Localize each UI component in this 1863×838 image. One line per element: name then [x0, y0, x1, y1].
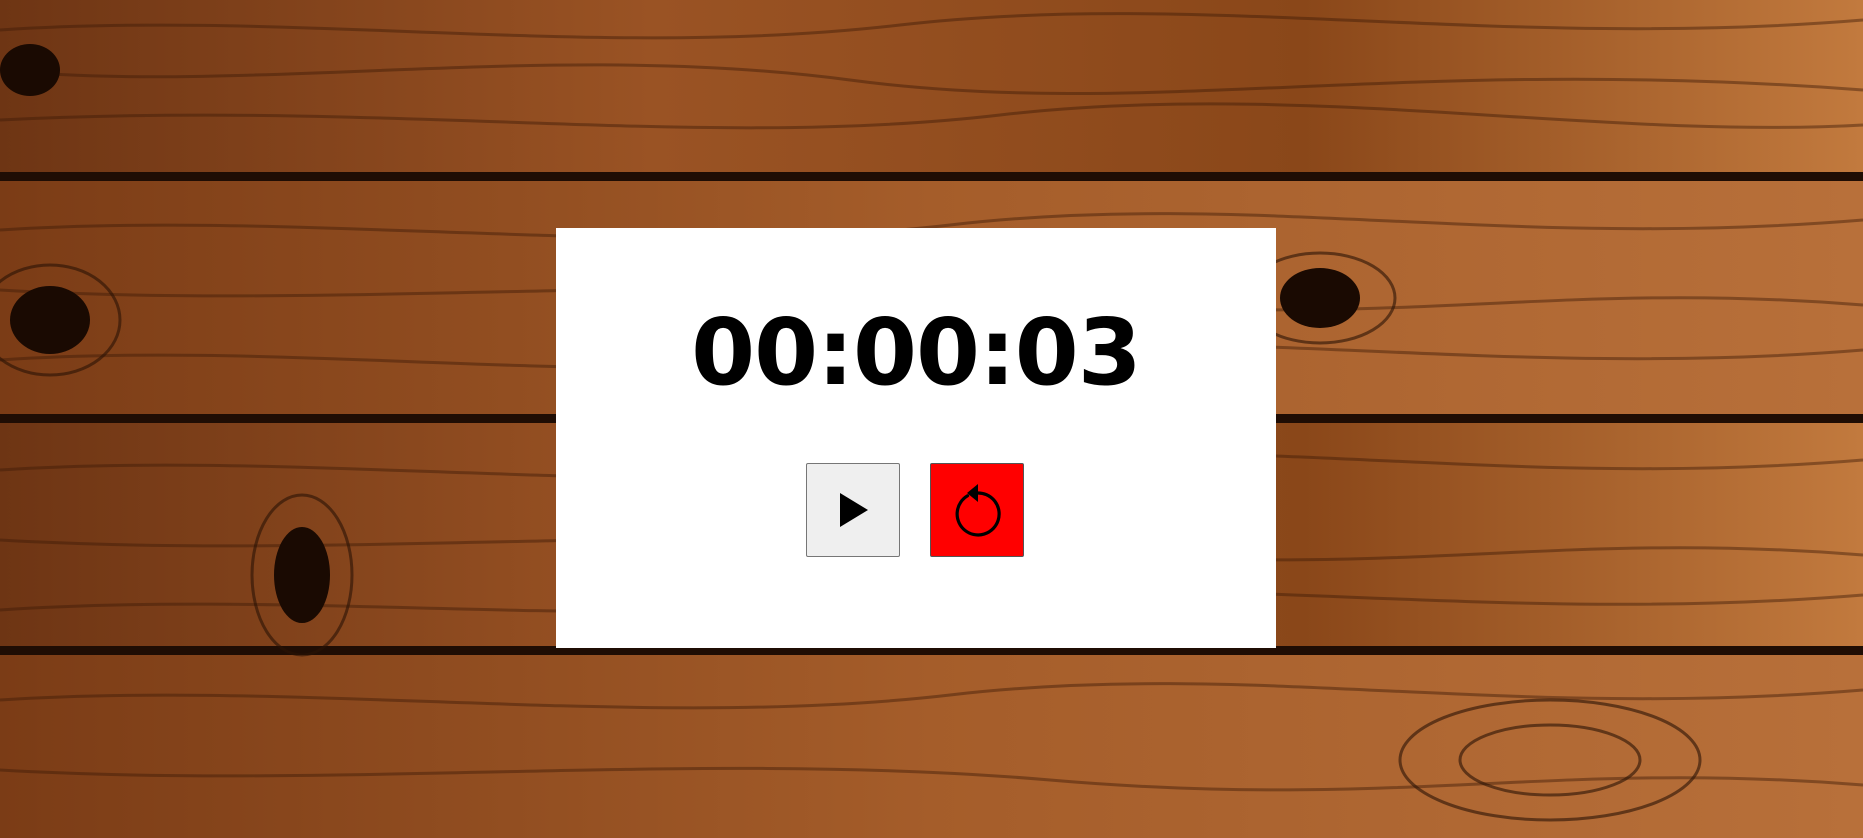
reset-button[interactable] [930, 463, 1024, 557]
stopwatch-card: 00:00:03 [556, 228, 1276, 648]
reset-icon [955, 484, 1001, 537]
play-button[interactable] [806, 463, 900, 557]
play-icon [840, 493, 868, 527]
time-display: 00:00:03 [691, 299, 1142, 406]
